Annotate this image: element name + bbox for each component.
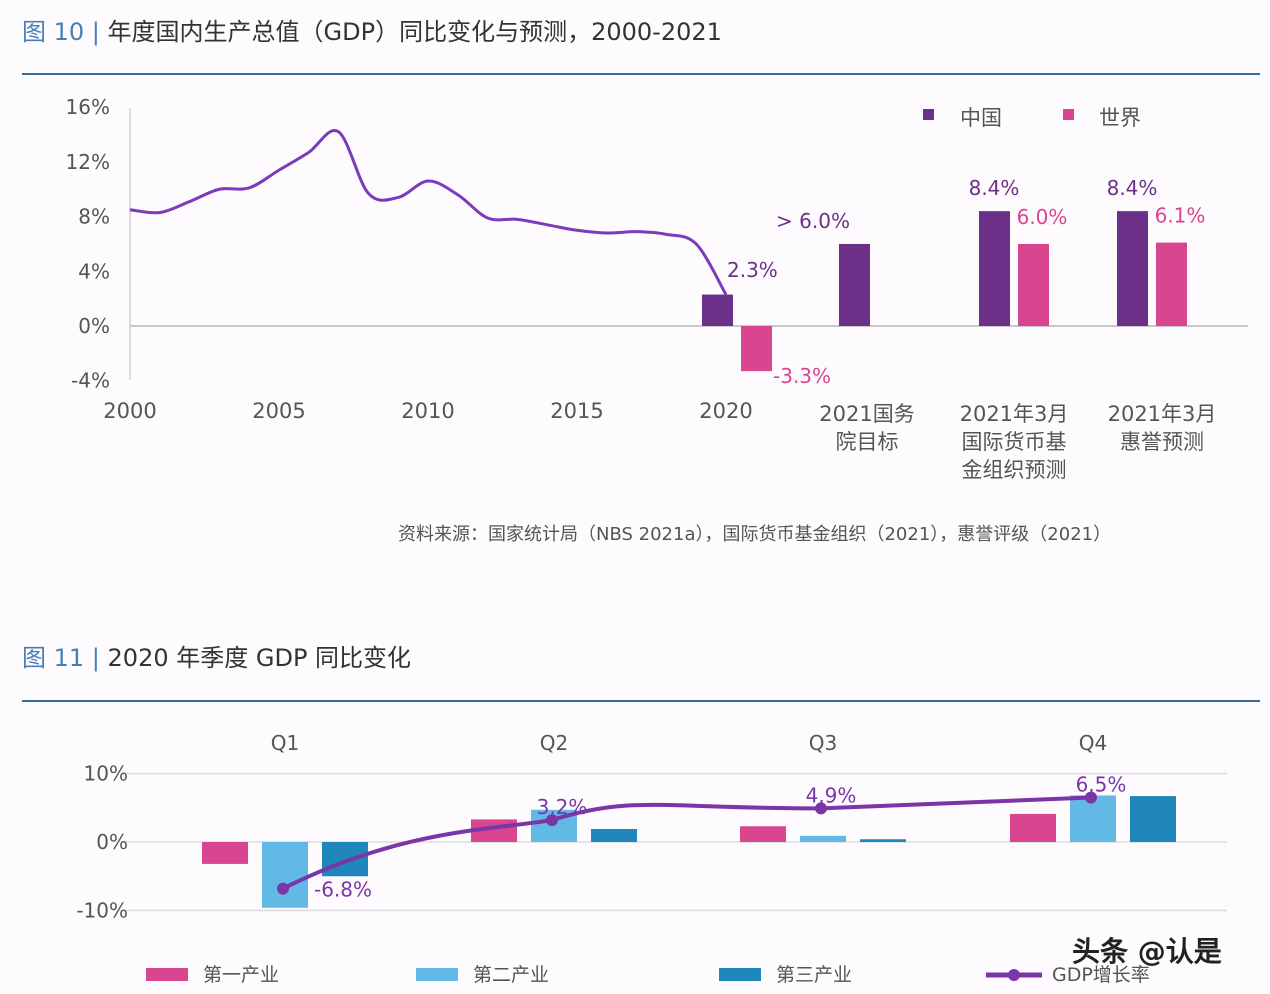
legend-swatch bbox=[146, 968, 188, 981]
y-tick-label: 0% bbox=[78, 314, 110, 338]
y-tick-label: 16% bbox=[66, 95, 110, 119]
legend-swatch bbox=[719, 968, 761, 981]
fig10-source: 资料来源：国家统计局（NBS 2021a），国际货币基金组织（2021），惠誉评… bbox=[398, 524, 1112, 545]
legend-label-world: 世界 bbox=[1099, 106, 1141, 130]
watermark: 头条 @认是 bbox=[1072, 935, 1222, 968]
data-label-china: 2.3% bbox=[727, 258, 778, 282]
bar-world bbox=[1018, 243, 1049, 326]
x-tick-label: 2005 bbox=[252, 399, 305, 423]
bar-world bbox=[1156, 242, 1187, 326]
legend-swatch-china bbox=[923, 109, 934, 120]
gdp-point bbox=[277, 882, 289, 895]
y-tick-label: 4% bbox=[78, 259, 110, 283]
gdp-line-china bbox=[129, 129, 728, 296]
gdp-data-label: 3.2% bbox=[537, 795, 588, 819]
bar-secondary-industry bbox=[262, 842, 308, 908]
fig11-divider bbox=[22, 700, 1260, 702]
category-label: Q4 bbox=[1079, 731, 1107, 755]
legend-label-china: 中国 bbox=[960, 106, 1002, 130]
bar-primary-industry bbox=[1010, 813, 1056, 842]
bar-secondary-industry bbox=[1070, 795, 1116, 842]
legend-swatch bbox=[416, 968, 458, 981]
y-tick-label: -4% bbox=[71, 369, 110, 393]
data-label-world: 6.0% bbox=[1017, 205, 1068, 229]
category-label: Q1 bbox=[271, 731, 299, 755]
fig11-title-text: 2020 年季度 GDP 同比变化 bbox=[107, 644, 412, 672]
x-tick-label: 2000 bbox=[103, 399, 156, 423]
x-tick-label: 2010 bbox=[401, 399, 454, 423]
bar-world bbox=[741, 326, 772, 372]
x-tick-label: 2015 bbox=[550, 399, 603, 423]
bar-secondary-industry bbox=[800, 835, 846, 842]
data-label-world: -3.3% bbox=[773, 364, 831, 388]
bar-tertiary-industry bbox=[591, 828, 637, 842]
bar-china bbox=[702, 294, 733, 326]
bar-china bbox=[1117, 211, 1148, 326]
gdp-point bbox=[1085, 791, 1097, 804]
category-label: Q2 bbox=[540, 731, 568, 755]
x-tick-label: 2020 bbox=[699, 399, 752, 423]
gdp-point bbox=[546, 814, 558, 827]
bar-primary-industry bbox=[202, 842, 248, 864]
bar-china bbox=[979, 211, 1010, 326]
bar-tertiary-industry bbox=[322, 842, 368, 877]
fig11-title: 图 11 | 2020 年季度 GDP 同比变化 bbox=[22, 638, 411, 673]
fig10-title: 图 10 | 年度国内生产总值（GDP）同比变化与预测，2000-2021 bbox=[22, 12, 722, 47]
y-tick-label: 0% bbox=[96, 830, 128, 854]
x-category-label-state-council-target: 2021国务院目标 bbox=[819, 402, 915, 454]
gdp-growth-line bbox=[282, 795, 1092, 891]
fig10-title-text: 年度国内生产总值（GDP）同比变化与预测，2000-2021 bbox=[107, 18, 722, 46]
legend-swatch-marker bbox=[1008, 969, 1020, 981]
data-label-china: 8.4% bbox=[1107, 176, 1158, 200]
fig11-label: 图 11 | bbox=[22, 644, 100, 672]
y-tick-label: -10% bbox=[76, 899, 128, 923]
bar-tertiary-industry bbox=[860, 839, 906, 842]
y-tick-label: 12% bbox=[66, 150, 110, 174]
legend-label: GDP增长率 bbox=[1052, 964, 1150, 986]
legend-label: 第一产业 bbox=[203, 964, 279, 986]
bar-primary-industry bbox=[740, 826, 786, 842]
x-category-label-imf-forecast: 2021年3月国际货币基金组织预测 bbox=[959, 402, 1069, 482]
y-tick-label: 10% bbox=[84, 762, 128, 786]
bar-china bbox=[839, 243, 870, 326]
gdp-data-label: 6.5% bbox=[1076, 772, 1127, 796]
legend-swatch-world bbox=[1063, 109, 1074, 120]
gdp-data-label: 4.9% bbox=[806, 783, 857, 807]
fig10-chart: 16% 12% 8% 4% 0% -4% 2000 2005 2010 2015 2020 2.3% -… bbox=[66, 95, 1248, 423]
bar-tertiary-industry bbox=[1130, 796, 1176, 842]
category-label: Q3 bbox=[809, 731, 837, 755]
legend-label: 第三产业 bbox=[776, 964, 852, 986]
gdp-point bbox=[815, 802, 827, 815]
gdp-data-label: -6.8% bbox=[314, 878, 372, 902]
legend-label: 第二产业 bbox=[473, 964, 549, 986]
x-category-label-fitch-forecast: 2021年3月惠誉预测 bbox=[1107, 402, 1217, 454]
fig10-divider bbox=[22, 73, 1260, 75]
data-label-china: 8.4% bbox=[969, 176, 1020, 200]
data-label-world: 6.1% bbox=[1155, 204, 1206, 228]
data-label-china: > 6.0% bbox=[776, 209, 850, 233]
fig10-label: 图 10 | bbox=[22, 18, 100, 46]
y-tick-label: 8% bbox=[78, 205, 110, 229]
